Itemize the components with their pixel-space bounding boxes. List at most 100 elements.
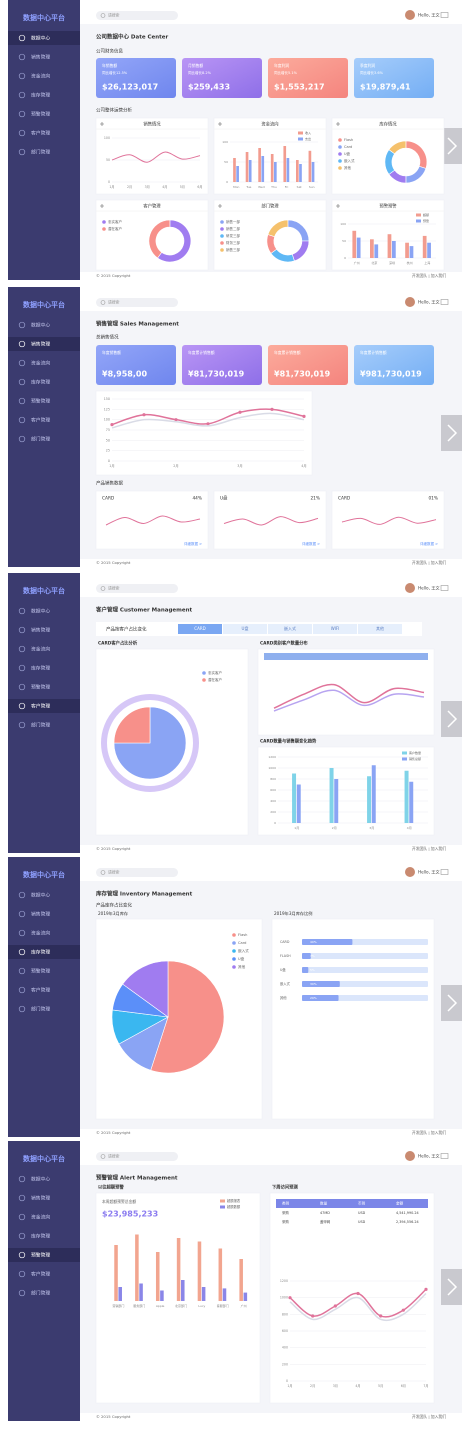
tab[interactable] [178,624,222,634]
next-button[interactable] [441,1269,462,1305]
menu-icon [18,664,26,672]
page-title: 库存管理 Inventory Management [96,890,193,898]
tab[interactable] [223,624,267,634]
x-tick-label: 广州 [354,260,360,265]
mail-icon[interactable] [440,585,449,591]
bar-label: FLASH [280,954,291,958]
tab[interactable] [268,624,312,634]
footer-links[interactable]: 开发团队 | 加入我们 [412,1414,446,1419]
menu-item[interactable]: 资金流向 [31,360,50,367]
x-tick-label: 4月 [407,826,412,830]
menu-item[interactable]: 数据中心 [31,608,50,615]
mail-icon[interactable] [440,299,449,305]
menu-item[interactable]: 销售管理 [31,341,50,348]
search-input[interactable]: 请搜索 [108,870,120,875]
menu-item[interactable]: 资金流向 [31,73,50,80]
search-input[interactable]: 请搜索 [108,13,120,18]
menu-item[interactable]: 客户管理 [31,417,50,424]
menu-item[interactable]: 部门管理 [31,1290,50,1297]
detail-link[interactable]: 详细数据 > [184,541,202,546]
search-box[interactable] [96,298,178,307]
x-tick-label: 2月 [332,826,337,830]
menu-item[interactable]: 资金流向 [31,646,50,653]
sidebar [8,857,80,1137]
menu-item[interactable]: 销售管理 [31,1195,50,1202]
next-button[interactable] [441,985,462,1021]
menu-item[interactable]: 预警管理 [31,968,50,975]
next-button[interactable] [441,415,462,451]
tab-label[interactable]: CARD [194,626,205,631]
mail-icon[interactable] [440,869,449,875]
menu-item[interactable]: 部门管理 [31,1006,50,1013]
mail-icon[interactable] [440,1153,449,1159]
legend-dot [232,933,236,937]
tab-label[interactable]: 其他 [376,625,384,631]
footer-links[interactable]: 开发团队 | 加入我们 [412,846,446,851]
menu-item[interactable]: 库存管理 [31,379,50,386]
x-tick-label: 6月 [401,1384,406,1388]
tab-label[interactable]: 嵌入式 [284,625,296,631]
legend-label: 其他 [344,165,352,170]
menu-item[interactable]: 库存管理 [31,949,50,956]
bar-value-label: 30% [310,982,317,986]
menu-item[interactable]: 销售管理 [31,627,50,634]
search-icon [100,586,106,591]
menu-item[interactable]: 资金流向 [31,930,50,937]
chart-title: 库存情况 [379,121,397,128]
search-box[interactable] [96,11,178,20]
search-input[interactable]: 请搜索 [108,300,120,305]
chart-title: 部门管理 [261,203,279,210]
tab-label[interactable]: WIFI [331,626,340,631]
footer-links[interactable]: 开发团队 | 加入我们 [412,1130,446,1135]
panel [271,918,435,1120]
mail-icon[interactable] [440,12,449,18]
tab[interactable] [313,624,357,634]
search-input[interactable]: 请搜索 [108,586,120,591]
menu-item[interactable]: 客户管理 [31,130,50,137]
menu-item[interactable]: 库存管理 [31,665,50,672]
legend-dot [338,166,342,170]
menu-item[interactable]: 预警管理 [31,1252,50,1259]
tab[interactable] [358,624,402,634]
card-note: 同比增长8.2% [188,70,212,75]
footer-links[interactable]: 开发团队 | 加入我们 [412,560,446,565]
total-value: $23,985,233 [102,1210,158,1219]
x-tick-label: Sun [309,185,315,189]
menu-item[interactable]: 数据中心 [31,1176,50,1183]
menu-item[interactable]: 部门管理 [31,149,50,156]
footer-links[interactable]: 开发团队 | 加入我们 [412,273,446,278]
menu-item[interactable]: 预警管理 [31,111,50,118]
detail-link[interactable]: 详细数据 > [302,541,320,546]
menu-item[interactable]: 销售管理 [31,54,50,61]
search-box[interactable] [96,584,178,593]
menu-icon [18,378,26,386]
menu-item[interactable]: 预警管理 [31,684,50,691]
menu-item[interactable]: 部门管理 [31,722,50,729]
legend-label: U盘 [344,151,351,156]
line-point [311,1314,315,1318]
y-tick-label: 100 [340,222,346,226]
next-button[interactable] [441,128,462,164]
search-input[interactable]: 请搜索 [108,1154,120,1159]
menu-item[interactable]: 库存管理 [31,92,50,99]
menu-item[interactable]: 数据中心 [31,35,50,42]
menu-item[interactable]: 销售管理 [31,911,50,918]
menu-item[interactable]: 客户管理 [31,703,50,710]
next-button[interactable] [441,701,462,737]
x-tick-label: 服务部门 [133,1303,145,1308]
menu-item[interactable]: 数据中心 [31,322,50,329]
menu-item[interactable]: 客户管理 [31,987,50,994]
menu-item[interactable]: 预警管理 [31,398,50,405]
tab-label[interactable]: U盘 [242,625,249,631]
menu-item[interactable]: 部门管理 [31,436,50,443]
detail-link[interactable]: 详细数据 > [420,541,438,546]
menu-item[interactable]: 库存管理 [31,1233,50,1240]
page-title: 公司数据中心 Date Center [96,33,169,41]
bar [283,146,287,182]
menu-item[interactable]: 客户管理 [31,1271,50,1278]
menu-item[interactable]: 数据中心 [31,892,50,899]
stat-card [354,58,434,98]
search-box[interactable] [96,868,178,877]
search-box[interactable] [96,1152,178,1161]
menu-item[interactable]: 资金流向 [31,1214,50,1221]
